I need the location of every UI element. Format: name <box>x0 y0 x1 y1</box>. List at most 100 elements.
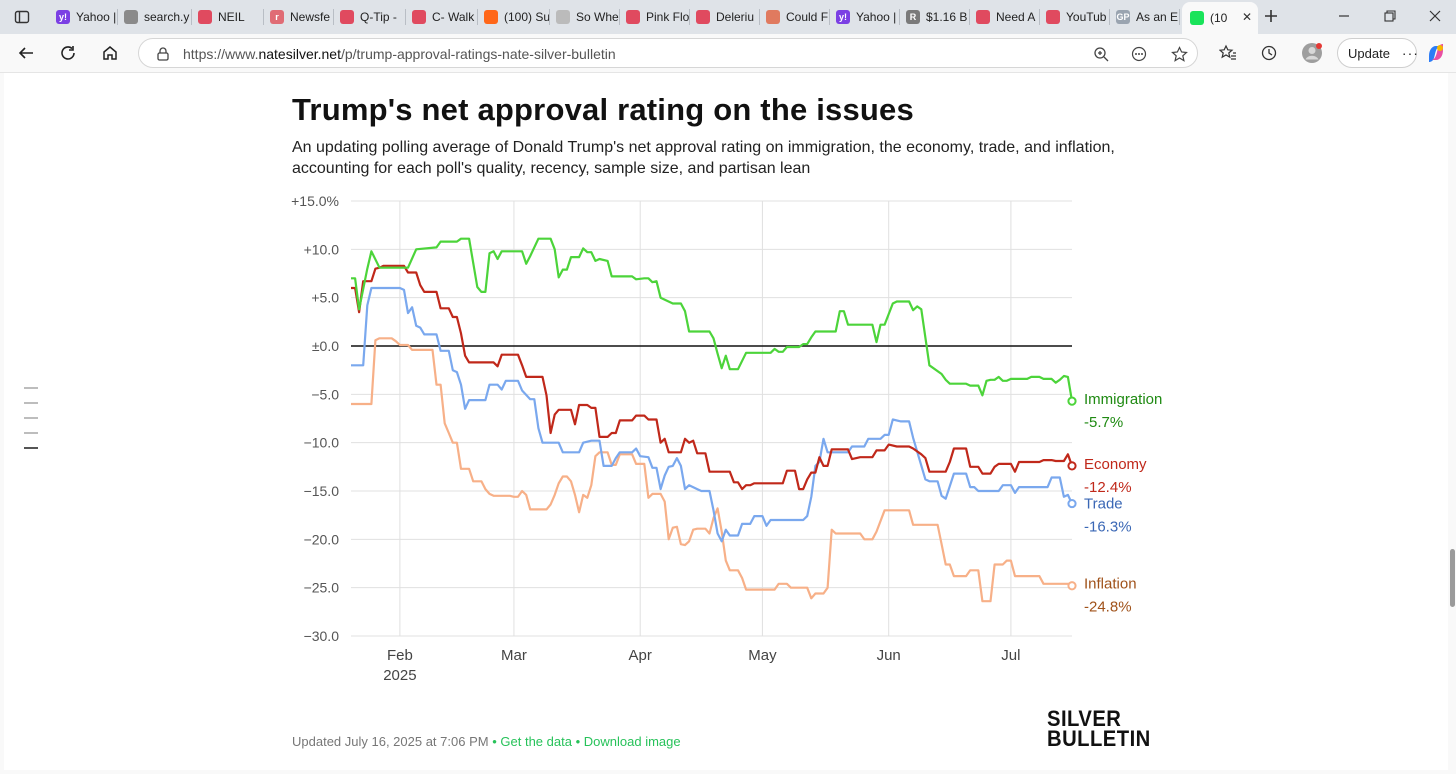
tab-divider <box>1109 9 1110 25</box>
tab-label: Pink Flo <box>646 10 690 24</box>
minimize-icon[interactable] <box>1332 4 1356 28</box>
tab-divider <box>829 9 830 25</box>
approval-chart: Feb Mar Apr May Jun Jul 2025 +15.0% +10.0 +5.0 ±0.… <box>291 193 1162 684</box>
series-line-inflation <box>351 337 1073 603</box>
toc-marker-current[interactable] <box>24 447 38 449</box>
tab-divider <box>1179 9 1180 25</box>
logo-line-1: SILVER <box>1047 706 1122 731</box>
tab-divider <box>899 9 900 25</box>
browser-tab[interactable]: (100) Su <box>484 4 550 30</box>
browser-tab[interactable]: So Whe <box>556 4 620 30</box>
tab-label: Could F <box>786 10 829 24</box>
tab-label: Q-Tip - <box>360 10 397 24</box>
y-tick-label: −5.0 <box>311 386 339 402</box>
y-tick-label: ±0.0 <box>312 338 339 354</box>
series-end-marker-immigration <box>1067 396 1077 406</box>
silver-bulletin-icon <box>1190 11 1204 25</box>
history-icon[interactable] <box>1257 41 1281 65</box>
x-tick-label: Mar <box>501 647 527 664</box>
update-button[interactable]: Update ··· <box>1337 38 1419 68</box>
tab-bar: y! Yahoo | search.y NEIL r Newsfe Q-Tip - C- Wa… <box>0 0 1456 34</box>
browser-tab[interactable]: NEIL <box>198 4 264 30</box>
close-window-icon[interactable] <box>1423 4 1447 28</box>
chart-title: Trump's net approval rating on the issue… <box>292 92 914 127</box>
tab-label: Yahoo | <box>856 10 897 24</box>
url-field[interactable]: https://www.natesilver.net/p/trump-appro… <box>138 38 1198 68</box>
profile-avatar-icon[interactable] <box>1300 41 1324 65</box>
footer-separator: • <box>492 734 497 749</box>
table-of-contents-rail[interactable] <box>24 387 38 462</box>
address-bar-row: https://www.natesilver.net/p/trump-appro… <box>0 34 1456 73</box>
tab-label: Need A <box>996 10 1036 24</box>
get-data-link[interactable]: Get the data <box>500 734 572 749</box>
series-label-trade: Trade <box>1084 496 1123 513</box>
y-tick-label: +5.0 <box>311 290 339 306</box>
sidebar-toggle-icon[interactable] <box>10 5 34 29</box>
browser-tab[interactable]: r Newsfe <box>270 4 334 30</box>
tab-label: As an E <box>1136 10 1179 24</box>
x-tick-label: Apr <box>629 647 652 664</box>
browser-tab[interactable]: YouTub <box>1046 4 1110 30</box>
home-icon[interactable] <box>98 41 122 65</box>
browser-tab[interactable]: search.y <box>124 4 192 30</box>
browser-tab[interactable]: Deleriu <box>696 4 760 30</box>
favorite-star-icon[interactable] <box>1167 42 1191 66</box>
restore-icon[interactable] <box>1378 4 1402 28</box>
series-value-immigration: -5.7% <box>1084 414 1123 431</box>
y-tick-label: −15.0 <box>304 483 340 499</box>
close-tab-icon[interactable]: ✕ <box>1241 10 1252 24</box>
browser-tab[interactable]: Pink Flo <box>626 4 690 30</box>
back-icon[interactable] <box>14 41 38 65</box>
tab-label: search.y <box>144 10 190 24</box>
tab-label: (100) Su <box>504 10 550 24</box>
y-tick-label: +10.0 <box>304 241 340 257</box>
copilot-icon[interactable] <box>1424 41 1448 65</box>
browser-tab[interactable]: C- Walk <box>412 4 478 30</box>
more-options-icon[interactable]: ··· <box>1401 45 1419 61</box>
browser-tab[interactable]: Need A <box>976 4 1040 30</box>
favorites-icon[interactable] <box>1216 41 1240 65</box>
tab-divider <box>117 9 118 25</box>
series-line-immigration <box>351 237 1074 402</box>
new-tab-icon[interactable] <box>1259 4 1283 28</box>
browser-tab[interactable]: Could F <box>766 4 830 30</box>
tab-label: Yahoo | <box>76 10 117 24</box>
tab-divider <box>333 9 334 25</box>
read-aloud-icon[interactable] <box>1127 42 1151 66</box>
doc-icon <box>124 10 138 24</box>
scrollbar-thumb[interactable] <box>1450 549 1455 607</box>
tab-divider <box>263 9 264 25</box>
toc-marker[interactable] <box>24 432 38 434</box>
browser-tab[interactable]: GP As an E <box>1116 4 1180 30</box>
cdm-icon <box>556 10 570 24</box>
browser-tab[interactable]: y! Yahoo | <box>56 4 118 30</box>
toc-marker[interactable] <box>24 387 38 389</box>
lock-icon[interactable] <box>151 42 175 66</box>
zoom-icon[interactable] <box>1089 42 1113 66</box>
browser-tab[interactable]: (10 ✕ <box>1182 2 1258 34</box>
vertical-scrollbar[interactable] <box>1448 73 1456 770</box>
yahoo-icon: y! <box>56 10 70 24</box>
toc-marker[interactable] <box>24 402 38 404</box>
circle-icon <box>766 10 780 24</box>
tab-divider <box>969 9 970 25</box>
refresh-icon[interactable] <box>56 41 80 65</box>
x-tick-label: Jun <box>877 647 901 664</box>
browser-tab[interactable]: y! Yahoo | <box>836 4 900 30</box>
tab-label: C- Walk <box>432 10 475 24</box>
toc-marker[interactable] <box>24 417 38 419</box>
youtube-icon <box>412 10 426 24</box>
tab-label: Newsfe <box>290 10 331 24</box>
browser-tab[interactable]: Q-Tip - <box>340 4 406 30</box>
series-end-marker-inflation <box>1067 581 1077 591</box>
silver-bulletin-logo[interactable]: SILVER BULLETIN <box>1047 706 1151 751</box>
tab-divider <box>619 9 620 25</box>
logo-line-2: BULLETIN <box>1047 726 1151 751</box>
browser-tab[interactable]: R $1.16 B <box>906 4 970 30</box>
yahoo-icon: y! <box>836 10 850 24</box>
download-image-link[interactable]: Download image <box>583 734 681 749</box>
series-value-inflation: -24.8% <box>1084 599 1132 616</box>
series-label-inflation: Inflation <box>1084 576 1137 593</box>
y-tick-label: −30.0 <box>304 628 340 644</box>
series-value-economy: -12.4% <box>1084 479 1132 496</box>
